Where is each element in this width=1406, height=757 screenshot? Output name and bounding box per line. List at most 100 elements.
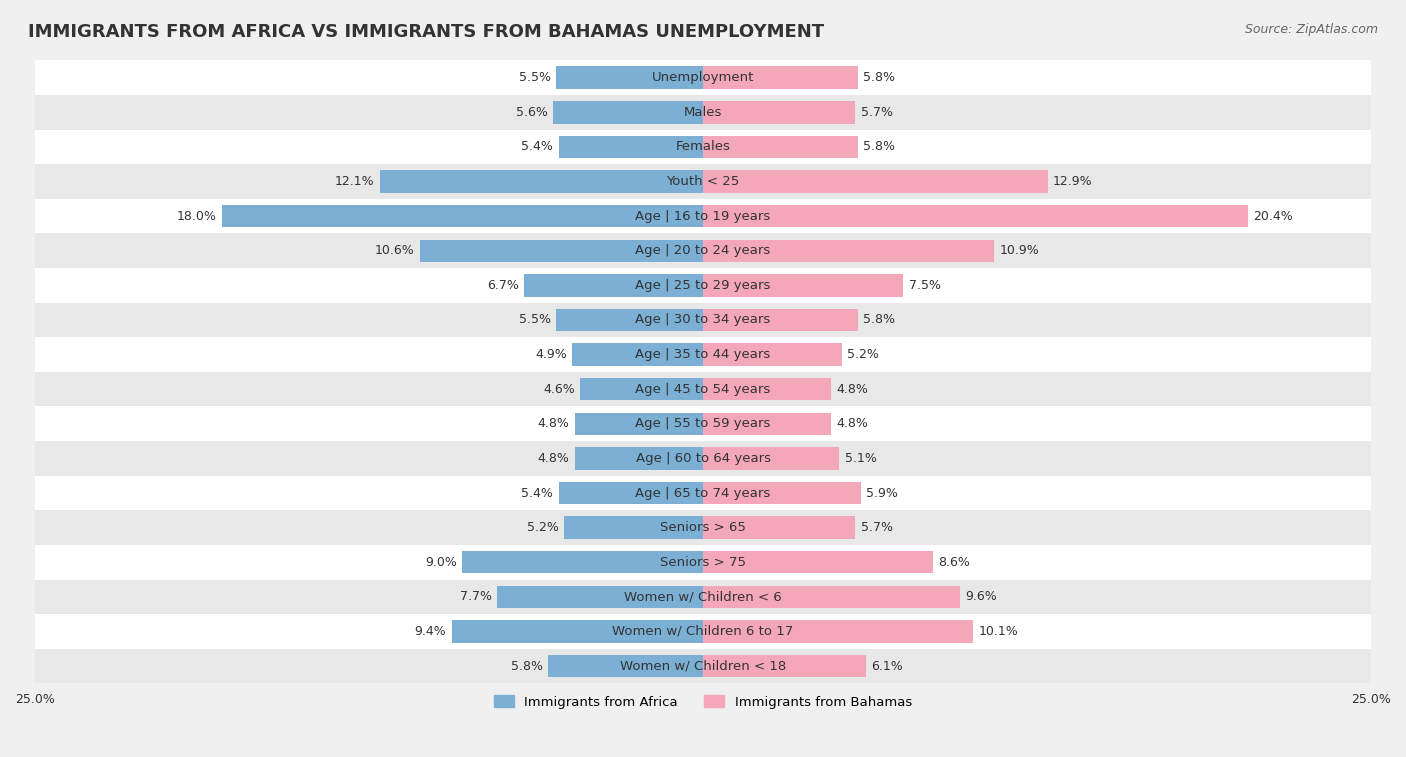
Text: 5.7%: 5.7% xyxy=(860,106,893,119)
Bar xyxy=(703,516,855,539)
Bar xyxy=(703,101,855,123)
Bar xyxy=(451,620,703,643)
Bar xyxy=(222,205,703,227)
Bar xyxy=(703,481,860,504)
Text: 12.1%: 12.1% xyxy=(335,175,374,188)
Text: 5.6%: 5.6% xyxy=(516,106,548,119)
Text: 9.6%: 9.6% xyxy=(965,590,997,603)
Text: 20.4%: 20.4% xyxy=(1254,210,1294,223)
Text: 4.8%: 4.8% xyxy=(537,452,569,465)
Bar xyxy=(575,413,703,435)
Text: Source: ZipAtlas.com: Source: ZipAtlas.com xyxy=(1244,23,1378,36)
Bar xyxy=(35,303,1371,338)
Bar xyxy=(555,67,703,89)
Text: 10.6%: 10.6% xyxy=(374,245,415,257)
Bar xyxy=(558,481,703,504)
Bar xyxy=(703,274,904,297)
Text: Age | 30 to 34 years: Age | 30 to 34 years xyxy=(636,313,770,326)
Bar xyxy=(703,447,839,469)
Text: Age | 45 to 54 years: Age | 45 to 54 years xyxy=(636,383,770,396)
Text: 5.8%: 5.8% xyxy=(863,313,896,326)
Text: 5.9%: 5.9% xyxy=(866,487,898,500)
Text: 6.7%: 6.7% xyxy=(486,279,519,292)
Text: Age | 25 to 29 years: Age | 25 to 29 years xyxy=(636,279,770,292)
Text: 6.1%: 6.1% xyxy=(872,659,903,672)
Bar xyxy=(703,620,973,643)
Bar xyxy=(35,580,1371,614)
Text: 5.7%: 5.7% xyxy=(860,521,893,534)
Text: 5.8%: 5.8% xyxy=(863,71,896,84)
Text: 4.6%: 4.6% xyxy=(543,383,575,396)
Bar xyxy=(35,129,1371,164)
Text: 5.5%: 5.5% xyxy=(519,313,551,326)
Bar xyxy=(703,239,994,262)
Bar xyxy=(35,61,1371,95)
Text: Age | 65 to 74 years: Age | 65 to 74 years xyxy=(636,487,770,500)
Text: Seniors > 75: Seniors > 75 xyxy=(659,556,747,569)
Text: 9.0%: 9.0% xyxy=(425,556,457,569)
Bar xyxy=(575,447,703,469)
Bar xyxy=(548,655,703,678)
Bar xyxy=(35,268,1371,303)
Bar xyxy=(555,309,703,332)
Text: 5.2%: 5.2% xyxy=(527,521,558,534)
Bar xyxy=(703,551,932,574)
Text: 5.4%: 5.4% xyxy=(522,487,554,500)
Text: Women w/ Children < 6: Women w/ Children < 6 xyxy=(624,590,782,603)
Bar xyxy=(463,551,703,574)
Bar xyxy=(35,649,1371,684)
Bar xyxy=(420,239,703,262)
Text: 18.0%: 18.0% xyxy=(177,210,217,223)
Bar xyxy=(703,309,858,332)
Bar xyxy=(703,586,959,608)
Text: Seniors > 65: Seniors > 65 xyxy=(659,521,747,534)
Text: Unemployment: Unemployment xyxy=(652,71,754,84)
Bar xyxy=(703,205,1249,227)
Bar xyxy=(35,407,1371,441)
Bar xyxy=(35,233,1371,268)
Bar xyxy=(35,164,1371,199)
Text: 10.1%: 10.1% xyxy=(979,625,1018,638)
Text: Age | 16 to 19 years: Age | 16 to 19 years xyxy=(636,210,770,223)
Text: Females: Females xyxy=(675,141,731,154)
Text: 4.8%: 4.8% xyxy=(837,417,869,430)
Bar xyxy=(558,136,703,158)
Bar xyxy=(524,274,703,297)
Text: 8.6%: 8.6% xyxy=(938,556,970,569)
Bar xyxy=(35,338,1371,372)
Text: 5.4%: 5.4% xyxy=(522,141,554,154)
Bar xyxy=(554,101,703,123)
Text: 5.8%: 5.8% xyxy=(510,659,543,672)
Legend: Immigrants from Africa, Immigrants from Bahamas: Immigrants from Africa, Immigrants from … xyxy=(489,690,917,714)
Bar xyxy=(703,170,1047,193)
Bar xyxy=(35,545,1371,580)
Text: 7.7%: 7.7% xyxy=(460,590,492,603)
Bar xyxy=(35,510,1371,545)
Text: Youth < 25: Youth < 25 xyxy=(666,175,740,188)
Text: 4.8%: 4.8% xyxy=(837,383,869,396)
Bar xyxy=(498,586,703,608)
Text: Women w/ Children < 18: Women w/ Children < 18 xyxy=(620,659,786,672)
Text: 4.8%: 4.8% xyxy=(537,417,569,430)
Text: 10.9%: 10.9% xyxy=(1000,245,1039,257)
Text: 5.8%: 5.8% xyxy=(863,141,896,154)
Text: Age | 55 to 59 years: Age | 55 to 59 years xyxy=(636,417,770,430)
Text: Age | 60 to 64 years: Age | 60 to 64 years xyxy=(636,452,770,465)
Bar xyxy=(703,344,842,366)
Bar xyxy=(564,516,703,539)
Bar xyxy=(703,655,866,678)
Text: 4.9%: 4.9% xyxy=(534,348,567,361)
Bar xyxy=(703,413,831,435)
Text: 7.5%: 7.5% xyxy=(908,279,941,292)
Bar xyxy=(703,136,858,158)
Text: 5.5%: 5.5% xyxy=(519,71,551,84)
Text: Women w/ Children 6 to 17: Women w/ Children 6 to 17 xyxy=(613,625,793,638)
Bar xyxy=(572,344,703,366)
Bar xyxy=(35,372,1371,407)
Bar xyxy=(581,378,703,400)
Bar xyxy=(703,67,858,89)
Bar xyxy=(35,95,1371,129)
Bar xyxy=(380,170,703,193)
Text: IMMIGRANTS FROM AFRICA VS IMMIGRANTS FROM BAHAMAS UNEMPLOYMENT: IMMIGRANTS FROM AFRICA VS IMMIGRANTS FRO… xyxy=(28,23,824,41)
Text: 5.1%: 5.1% xyxy=(845,452,876,465)
